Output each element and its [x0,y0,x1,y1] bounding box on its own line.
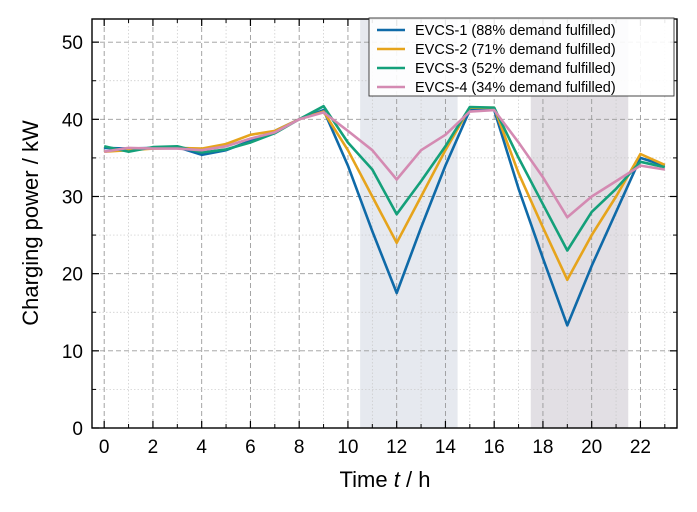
x-axis-label-prefix: Time [340,467,394,492]
y-axis-label: Charging power / kW [18,120,43,326]
y-tick-label-50: 50 [62,33,83,54]
legend-label-evcs-4: EVCS-4 (34% demand fulfilled) [415,80,616,96]
y-tick-label-30: 30 [62,187,83,208]
x-tick-label-0: 0 [99,437,110,458]
series-line-evcs-4 [103,108,666,219]
legend-label-evcs-3: EVCS-3 (52% demand fulfilled) [415,61,616,77]
y-tick-label-20: 20 [62,265,83,286]
x-tick-label-14: 14 [435,437,457,458]
x-tick-label-12: 12 [386,437,407,458]
x-tick-label-8: 8 [294,437,305,458]
legend-box [368,17,675,97]
x-tick-label-20: 20 [581,437,602,458]
tick-labels: 0 2 4 6 8 10 12 14 16 18 20 22 0 10 20 30 40 50 [62,33,651,458]
legend: EVCS-1 (88% demand fulfilled) EVCS-2 (71%… [368,17,675,97]
x-tick-label-16: 16 [484,437,505,458]
series-line-evcs-2 [104,106,666,282]
series-line-evcs-1 [104,108,666,327]
x-tick-label-18: 18 [532,437,553,458]
x-tick-label-10: 10 [337,437,358,458]
x-tick-label-4: 4 [196,437,207,458]
y-tick-label-0: 0 [72,419,83,440]
x-tick-label-22: 22 [630,437,651,458]
series-lines [103,104,666,327]
x-axis-label-variable: t [394,467,401,492]
x-tick-label-6: 6 [245,437,256,458]
y-tick-label-10: 10 [62,342,83,363]
series-line-evcs-3 [103,104,666,252]
x-tick-label-2: 2 [148,437,159,458]
x-axis-label: Time t / h [340,467,431,492]
legend-label-evcs-2: EVCS-2 (71% demand fulfilled) [415,42,616,58]
x-axis-label-unit: / h [400,467,431,492]
legend-label-evcs-1: EVCS-1 (88% demand fulfilled) [415,23,616,39]
y-tick-label-40: 40 [62,110,83,131]
